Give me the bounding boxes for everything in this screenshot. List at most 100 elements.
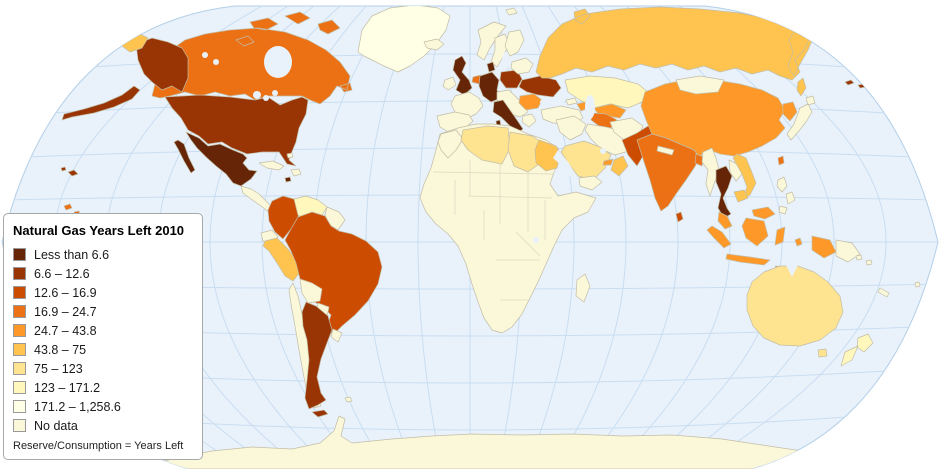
black-sea (540, 97, 564, 107)
legend-item: 123 – 171.2 (11, 378, 193, 397)
country-morocco[interactable] (437, 129, 464, 159)
country-mongolia[interactable] (675, 75, 725, 95)
country-algeria[interactable] (460, 125, 511, 165)
country-myanmar[interactable] (701, 147, 720, 197)
country-yemen[interactable] (578, 175, 603, 191)
country-libya[interactable] (507, 131, 542, 173)
country-canada[interactable] (151, 11, 353, 105)
country-oman[interactable] (610, 155, 629, 177)
country-argentina[interactable] (301, 301, 333, 418)
legend-swatch (13, 362, 26, 375)
legend-item: No data (11, 416, 193, 435)
great-slave-lake (213, 59, 219, 65)
legend-item: Less than 6.6 (11, 245, 193, 264)
country-saudi-arabia[interactable] (560, 140, 612, 181)
legend-item-label: 171.2 – 1,258.6 (34, 399, 121, 414)
legend-swatch (13, 400, 26, 413)
country-georgia[interactable] (565, 97, 578, 106)
legend-swatch (13, 267, 26, 280)
caspian-sea (585, 95, 595, 119)
country-brazil[interactable] (284, 211, 383, 336)
legend-item-label: 24.7 – 43.8 (34, 323, 97, 338)
country-levant[interactable] (555, 115, 587, 141)
legend-item-label: Less than 6.6 (34, 247, 110, 262)
country-bangladesh[interactable] (694, 153, 705, 167)
country-usa[interactable] (60, 37, 867, 177)
country-taiwan[interactable] (777, 155, 785, 166)
legend-items: Less than 6.6 6.6 – 12.6 12.6 – 16.9 16.9 –… (11, 245, 193, 435)
country-philippines[interactable] (776, 176, 796, 215)
country-bahamas[interactable] (286, 152, 294, 159)
country-africa-other[interactable] (419, 123, 597, 334)
legend-item: 24.7 – 43.8 (11, 321, 193, 340)
country-iceland[interactable] (423, 38, 445, 51)
legend-item-label: 75 – 123 (34, 361, 83, 376)
country-romania[interactable] (518, 93, 543, 111)
country-korea[interactable] (782, 101, 798, 122)
legend-swatch (13, 248, 26, 261)
country-denmark[interactable] (486, 61, 496, 73)
legend-item-label: 12.6 – 16.9 (34, 285, 97, 300)
baltic-sea (502, 52, 510, 68)
legend-item-label: 123 – 171.2 (34, 380, 101, 395)
country-france[interactable] (450, 91, 484, 120)
legend-item: 171.2 – 1,258.6 (11, 397, 193, 416)
legend-swatch (13, 343, 26, 356)
legend-footer: Reserve/Consumption = Years Left (13, 440, 184, 452)
country-kazakhstan[interactable] (564, 75, 649, 109)
country-svalbard[interactable] (505, 7, 518, 16)
country-cambodia[interactable] (733, 189, 749, 203)
country-finland[interactable] (504, 29, 525, 57)
graticule-parallel (2, 53, 938, 75)
country-pacific-islands[interactable] (855, 254, 921, 298)
country-uruguay[interactable] (330, 328, 343, 343)
country-russia[interactable] (119, 6, 830, 97)
country-madagascar[interactable] (575, 273, 591, 303)
country-ireland[interactable] (442, 76, 457, 91)
legend-item: 6.6 – 12.6 (11, 264, 193, 283)
country-uk[interactable] (452, 55, 473, 96)
legend-swatch (13, 286, 26, 299)
red-sea (553, 150, 578, 182)
great-lakes (263, 95, 269, 101)
country-india[interactable] (636, 133, 701, 212)
country-sri-lanka[interactable] (675, 211, 684, 223)
country-greece[interactable] (521, 113, 537, 128)
country-japan[interactable] (786, 95, 816, 141)
legend: Natural Gas Years Left 2010 Less than 6.… (3, 213, 203, 460)
country-bolivia[interactable] (299, 278, 323, 304)
legend-item-label: No data (34, 418, 78, 433)
country-peru[interactable] (262, 237, 301, 282)
legend-item-label: 43.8 – 75 (34, 342, 87, 357)
gulf-of-carpentaria (786, 265, 798, 277)
country-belarus-baltics[interactable] (510, 57, 534, 75)
country-cuba[interactable] (258, 160, 285, 171)
legend-title: Natural Gas Years Left 2010 (13, 223, 185, 238)
country-malaysia[interactable] (717, 206, 776, 230)
legend-item: 75 – 123 (11, 359, 193, 378)
great-lakes (272, 90, 278, 96)
legend-swatch (13, 324, 26, 337)
legend-item: 12.6 – 16.9 (11, 283, 193, 302)
country-uae[interactable] (602, 158, 614, 166)
legend-item: 16.9 – 24.7 (11, 302, 193, 321)
country-thailand[interactable] (715, 165, 733, 219)
country-hispaniola[interactable] (290, 168, 302, 177)
country-jamaica[interactable] (284, 176, 292, 183)
country-greenland[interactable] (357, 5, 451, 73)
legend-swatch (13, 419, 26, 432)
lakes-and-seas (202, 46, 798, 277)
country-new-zealand[interactable] (840, 333, 874, 367)
country-sweden[interactable] (490, 33, 510, 68)
country-norway[interactable] (476, 21, 507, 61)
country-falklands[interactable] (344, 396, 353, 403)
country-nepal[interactable] (656, 145, 675, 156)
hudson-bay (264, 46, 292, 78)
legend-swatch (13, 305, 26, 318)
africa-inner-borders (432, 160, 554, 301)
country-mexico[interactable] (173, 131, 258, 187)
country-egypt[interactable] (534, 139, 561, 172)
legend-swatch (13, 381, 26, 394)
country-papua-new-guinea[interactable] (835, 239, 861, 263)
